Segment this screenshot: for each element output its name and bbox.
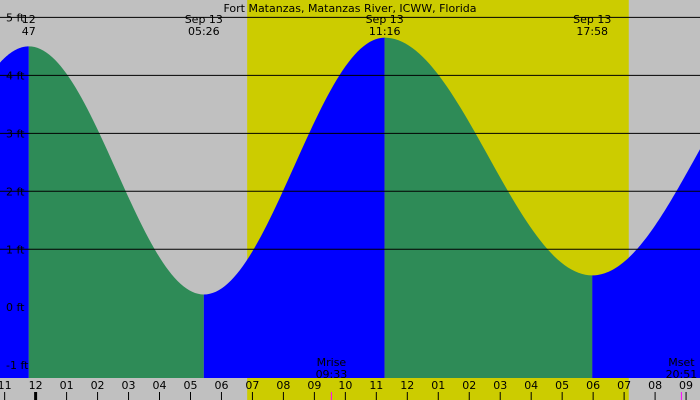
x-tick-label: 02	[91, 379, 105, 392]
moon-event-label: Mrise	[317, 356, 347, 369]
x-tick-label: 08	[276, 379, 290, 392]
x-tick-label: 03	[122, 379, 136, 392]
x-tick-label: 10	[338, 379, 352, 392]
extreme-date-label: Sep 13	[366, 13, 404, 26]
x-tick-label: 01	[60, 379, 74, 392]
x-tick-label: 11	[0, 379, 12, 392]
x-tick-label: 04	[524, 379, 538, 392]
gridlines	[0, 16, 700, 250]
extreme-date-label: 12	[22, 13, 36, 26]
extreme-time-label: 05:26	[188, 25, 220, 38]
y-tick-label: 3 ft	[6, 127, 25, 140]
x-tick-label: 08	[648, 379, 662, 392]
x-axis: 11 12 01 02 03 04 05 06 07 08 09 10 11 12 01 02 03 04 05 06…	[0, 379, 693, 400]
x-tick-label: 02	[462, 379, 476, 392]
y-tick-label: 0 ft	[6, 301, 25, 314]
moon-event-label: Mset	[668, 356, 695, 369]
extreme-time-label: 17:58	[576, 25, 608, 38]
moon-event-time: 20:51	[666, 368, 698, 381]
y-tick-label: 5 ft	[6, 11, 25, 24]
x-tick-label: 09	[679, 379, 693, 392]
x-tick-label: 12	[29, 379, 43, 392]
x-tick-label: 07	[617, 379, 631, 392]
x-tick-label: 09	[307, 379, 321, 392]
extreme-time-label: 11:16	[369, 25, 401, 38]
chart-title: Fort Matanzas, Matanzas River, ICWW, Flo…	[223, 2, 476, 15]
rising-tide-segment	[203, 37, 385, 379]
x-tick-label: 01	[431, 379, 445, 392]
rising-tide-segment	[592, 149, 700, 378]
y-axis-labels: 5 ft 4 ft 3 ft 2 ft 1 ft 0 ft -1 ft	[6, 11, 29, 372]
x-tick-label: 04	[153, 379, 167, 392]
y-tick-label: 2 ft	[6, 185, 25, 198]
x-tick-label: 05	[183, 379, 197, 392]
extreme-date-label: Sep 13	[573, 13, 611, 26]
rising-tide-segment	[0, 46, 29, 378]
x-tick-label: 03	[493, 379, 507, 392]
x-tick-label: 11	[369, 379, 383, 392]
extreme-time-label: 47	[22, 25, 36, 38]
moon-event-time: 09:33	[316, 368, 348, 381]
x-tick-label: 05	[555, 379, 569, 392]
x-tick-label: 06	[586, 379, 600, 392]
y-tick-label: 4 ft	[6, 69, 25, 82]
x-tick-label: 06	[214, 379, 228, 392]
y-tick-label: 1 ft	[6, 243, 25, 256]
y-tick-label: -1 ft	[6, 359, 29, 372]
x-tick-label: 12	[400, 379, 414, 392]
x-tick-label: 07	[245, 379, 259, 392]
extreme-date-label: Sep 13	[185, 13, 223, 26]
falling-tide-segment	[28, 46, 204, 378]
falling-tide-segment	[384, 37, 593, 379]
tide-fills	[0, 37, 700, 379]
